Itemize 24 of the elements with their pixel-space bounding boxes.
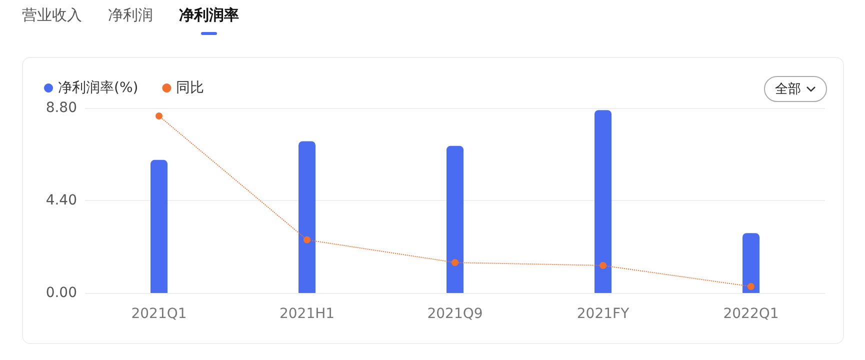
- bar: [150, 160, 168, 293]
- bar: [298, 141, 316, 293]
- legend-label: 净利润率(%): [58, 80, 138, 96]
- x-tick-label: 2021Q1: [131, 306, 187, 322]
- x-tick-label: 2022Q1: [723, 306, 779, 322]
- x-tick-label: 2021Q9: [427, 306, 483, 322]
- bar: [446, 146, 464, 293]
- text: 营业收入: [22, 6, 82, 25]
- y-tick-label: 4.40: [46, 192, 77, 208]
- legend-label: 同比: [176, 80, 204, 96]
- text: 全部: [775, 81, 801, 98]
- point: [304, 236, 310, 244]
- x-tick-label: 2021FY: [576, 306, 630, 322]
- y-tick-label: 8.80: [46, 100, 77, 116]
- text: 净利润率: [179, 6, 239, 25]
- bar: [594, 110, 612, 293]
- text: 净利润: [108, 6, 153, 25]
- bar: [742, 233, 760, 293]
- point: [452, 259, 458, 266]
- y-tick-label: 0.00: [46, 285, 77, 301]
- point: [600, 262, 606, 269]
- point: [156, 112, 162, 120]
- x-tick-label: 2021H1: [279, 306, 335, 322]
- point: [748, 282, 754, 290]
